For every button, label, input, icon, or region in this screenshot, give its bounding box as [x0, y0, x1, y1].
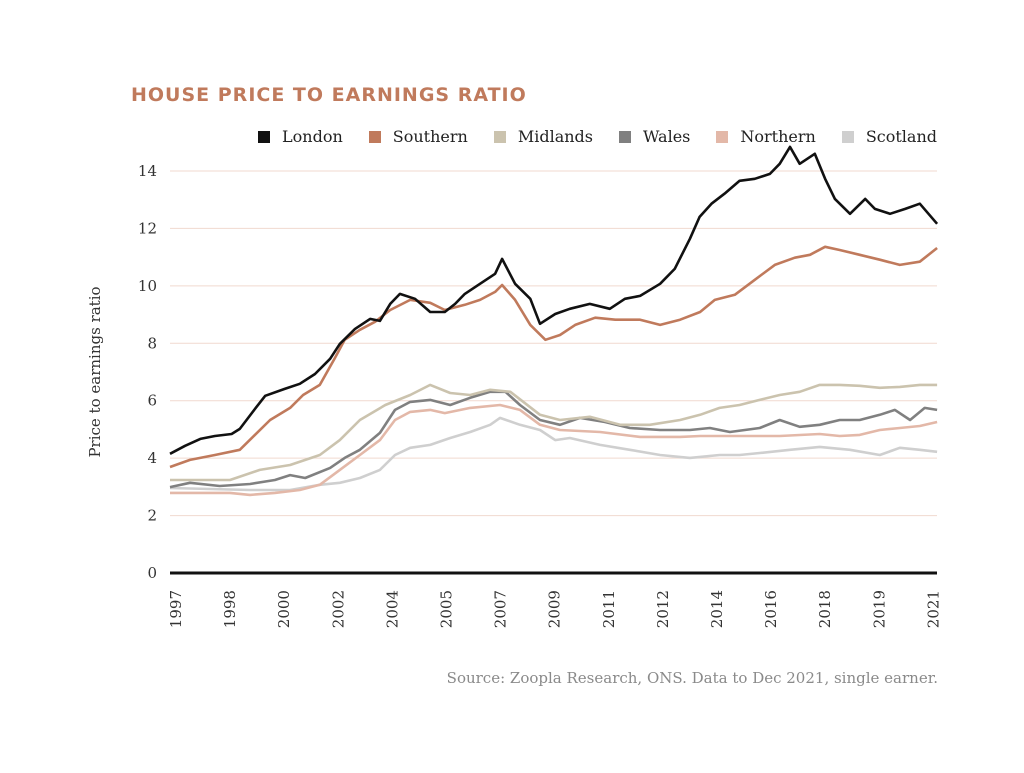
y-tick-label: 6 [147, 392, 157, 410]
legend-swatch [493, 130, 506, 143]
legend: London Southern Midlands Wales Northern Scotl… [232, 127, 937, 146]
legend-swatch [368, 130, 381, 143]
y-tick-label: 8 [147, 334, 157, 352]
x-tick-label: 2021 [924, 590, 942, 628]
x-tick-label: 2004 [383, 590, 401, 628]
series-line-wales [169, 390, 938, 489]
y-tick-label: 2 [147, 507, 157, 525]
legend-item-southern: Southern [368, 127, 468, 146]
gridlines [170, 170, 937, 517]
legend-label: Wales [642, 127, 691, 146]
legend-label: Southern [392, 127, 468, 146]
x-tick-label: 2014 [708, 590, 726, 628]
x-tick-label: 2011 [600, 590, 618, 628]
x-tick-label: 2007 [492, 590, 510, 628]
legend-item-midlands: Midlands [493, 127, 593, 146]
legend-swatch [841, 130, 854, 143]
chart-title: HOUSE PRICE TO EARNINGS RATIO [131, 84, 527, 106]
legend-item-wales: Wales [618, 127, 691, 146]
legend-label: Northern [740, 127, 816, 146]
x-tick-label: 2005 [438, 590, 456, 628]
series-lines [169, 145, 939, 497]
series-line-london [169, 145, 939, 455]
y-tick-label: 14 [138, 162, 157, 180]
series-line-scotland [169, 416, 938, 492]
x-tick-label: 2000 [275, 590, 293, 628]
series-line-midlands [170, 383, 938, 482]
y-axis-label: Price to earnings ratio [86, 286, 104, 457]
legend-swatch [258, 130, 271, 143]
y-tick-label: 0 [147, 564, 157, 582]
y-axis-ticks: 0 2 4 6 8 10 12 14 [138, 162, 157, 582]
x-tick-label: 2012 [654, 590, 672, 628]
x-tick-label: 2018 [816, 590, 834, 628]
legend-label: London [282, 127, 343, 146]
x-tick-label: 2019 [870, 590, 888, 628]
x-tick-label: 2016 [762, 590, 780, 628]
series-line-northern [170, 403, 938, 497]
x-tick-label: 1998 [221, 590, 239, 628]
x-axis-ticks: 1997 1998 2000 2002 2004 2005 2007 2009 2011 2012… [167, 590, 942, 628]
legend-label: Midlands [517, 127, 593, 146]
y-tick-label: 12 [138, 219, 157, 237]
x-tick-label: 1997 [167, 590, 185, 628]
legend-item-northern: Northern [716, 127, 816, 146]
y-tick-label: 4 [147, 449, 157, 467]
legend-label: Scotland [865, 127, 937, 146]
series-line-southern [169, 245, 938, 469]
x-tick-label: 2002 [329, 590, 347, 628]
y-tick-label: 10 [138, 277, 157, 295]
legend-item-scotland: Scotland [841, 127, 937, 146]
legend-item-london: London [258, 127, 343, 146]
legend-swatch [716, 130, 729, 143]
legend-swatch [618, 130, 631, 143]
source-note: Source: Zoopla Research, ONS. Data to De… [446, 669, 938, 687]
x-tick-label: 2009 [546, 590, 564, 628]
